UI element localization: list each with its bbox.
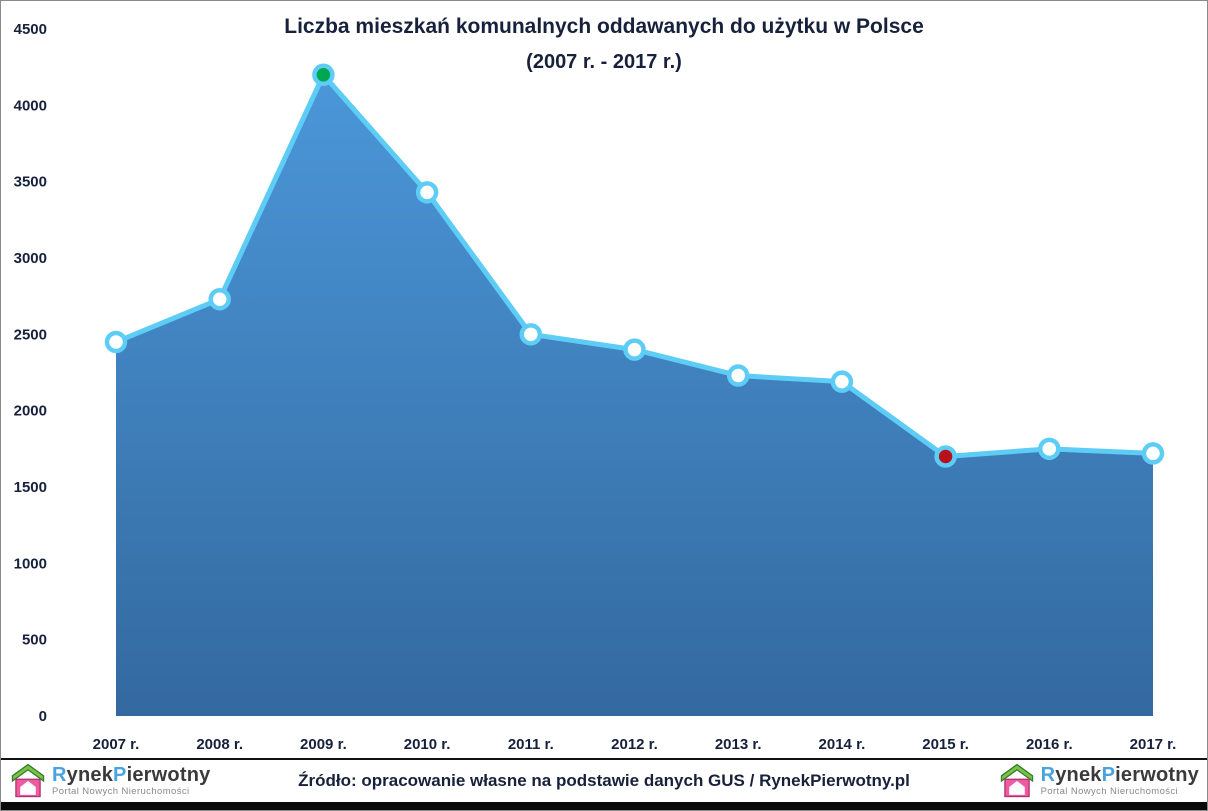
logo-brand-word2: Pierwotny	[1101, 764, 1199, 787]
svg-text:2015 r.: 2015 r.	[922, 736, 969, 753]
svg-text:4000: 4000	[14, 97, 47, 114]
svg-text:2007 r.: 2007 r.	[93, 736, 140, 753]
svg-text:2013 r.: 2013 r.	[715, 736, 762, 753]
logo-brand-word1: Rynek	[1040, 764, 1102, 787]
area-chart: 0 500 1000 1500 2000 2500 3000 3500 4000 4500 2007…	[14, 21, 1177, 753]
svg-text:4500: 4500	[14, 21, 47, 38]
svg-text:2008 r.: 2008 r.	[196, 736, 243, 753]
svg-text:2012 r.: 2012 r.	[611, 736, 658, 753]
svg-text:3500: 3500	[14, 174, 47, 191]
logo-tagline: Portal Nowych Nieruchomości	[1040, 786, 1179, 798]
svg-text:2010 r.: 2010 r.	[404, 736, 451, 753]
svg-text:0: 0	[39, 708, 47, 725]
rynekpierwotny-logo-right: RynekPierwotny Portal Nowych Nieruchomoś…	[998, 762, 1199, 800]
logo-brand: RynekPierwotny	[1041, 765, 1199, 786]
logo-brand-word2: Pierwotny	[113, 764, 211, 787]
chart-region: Liczba mieszkań komunalnych oddawanych d…	[1, 1, 1207, 758]
svg-text:2009 r.: 2009 r.	[300, 736, 347, 753]
house-icon	[1000, 763, 1033, 798]
svg-text:2014 r.: 2014 r.	[819, 736, 866, 753]
chart-subtitle: (2007 r. - 2017 r.)	[526, 51, 682, 73]
chart-title: Liczba mieszkań komunalnych oddawanych d…	[284, 15, 924, 38]
bottom-bar	[1, 802, 1207, 810]
svg-text:1000: 1000	[14, 555, 47, 572]
logo-brand-word1: Rynek	[52, 764, 114, 787]
svg-text:1500: 1500	[14, 479, 47, 496]
svg-text:500: 500	[22, 632, 47, 649]
logo-text: RynekPierwotny Portal Nowych Nieruchomoś…	[52, 765, 210, 797]
svg-text:2000: 2000	[14, 403, 47, 420]
svg-text:2011 r.: 2011 r.	[508, 736, 554, 753]
logo-text: RynekPierwotny Portal Nowych Nieruchomoś…	[1041, 765, 1199, 797]
footer-divider	[1, 758, 1207, 760]
logo-tagline: Portal Nowych Nieruchomości	[52, 786, 190, 798]
source-text: Źródło: opracowanie własne na podstawie …	[298, 771, 910, 790]
svg-text:2016 r.: 2016 r.	[1026, 736, 1073, 753]
house-icon	[11, 763, 45, 798]
svg-text:3000: 3000	[14, 250, 47, 267]
footer: RynekPierwotny Portal Nowych Nieruchomoś…	[1, 760, 1207, 802]
logo-brand: RynekPierwotny	[52, 765, 210, 786]
svg-text:2017 r.: 2017 r.	[1130, 736, 1177, 753]
svg-text:2500: 2500	[14, 326, 47, 343]
rynekpierwotny-logo-left: RynekPierwotny Portal Nowych Nieruchomoś…	[9, 762, 210, 800]
